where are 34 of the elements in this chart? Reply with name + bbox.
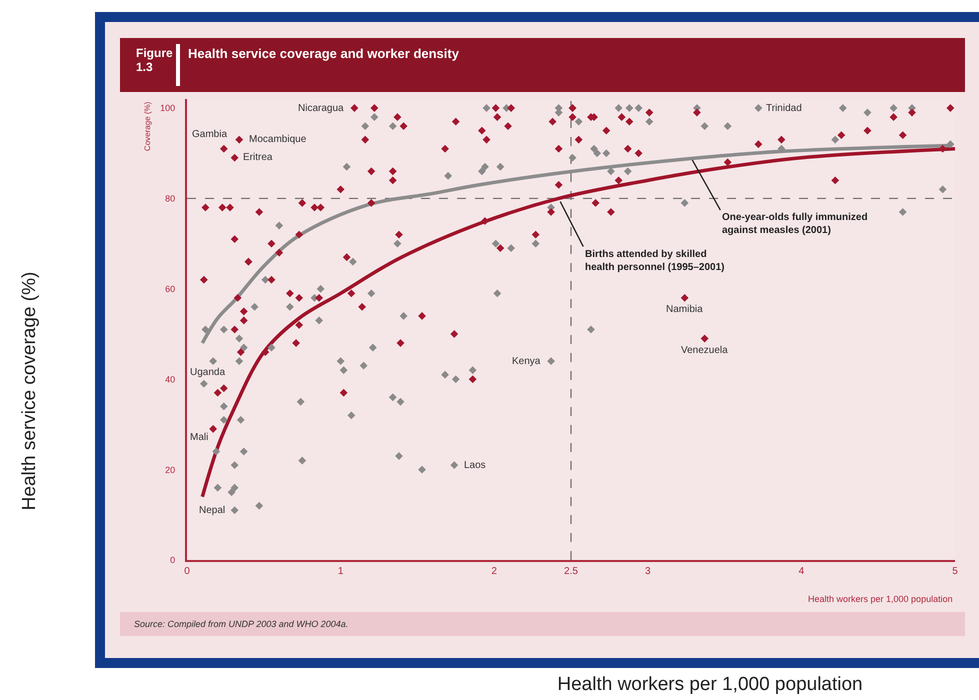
text: Health workers per 1,000 population xyxy=(556,674,864,696)
y-tick-label: 60 xyxy=(165,284,176,294)
annotation: Kenya xyxy=(512,356,541,367)
annotation: Nicaragua xyxy=(298,103,344,114)
x-tick-label: 1 xyxy=(338,566,344,577)
x-axis-title: Health workers per 1,000 population xyxy=(808,594,953,604)
x-tick-label: 2.5 xyxy=(564,566,578,577)
annotation: Namibia xyxy=(666,304,704,315)
annotation: Trinidad xyxy=(766,103,802,114)
x-tick-label: 0 xyxy=(184,566,190,577)
annotation: Nepal xyxy=(199,505,226,516)
text: Health service coverage (%) xyxy=(19,270,41,512)
chart-title: Health service coverage and worker density xyxy=(188,46,459,61)
chart-subtitle: Figure 1.3 xyxy=(136,46,173,74)
y-tick-label: 100 xyxy=(160,103,176,114)
annotation: Mali xyxy=(190,432,208,443)
annotation: Gambia xyxy=(192,129,228,140)
y-tick-label: 40 xyxy=(165,374,176,384)
x-tick-label: 5 xyxy=(952,566,958,577)
annotation: One-year-olds fully immunized against measles (2001) xyxy=(722,212,868,236)
x-tick-label: 2 xyxy=(491,566,498,577)
source-note: Source: Compiled from UNDP 2003 and WHO 2004a. xyxy=(120,612,965,636)
y-tick-label: 80 xyxy=(165,194,176,204)
annotation: Venezuela xyxy=(681,345,728,356)
annotation: Laos xyxy=(464,460,486,471)
y-tick-label: 20 xyxy=(165,464,176,475)
x-tick-label: 4 xyxy=(798,566,805,577)
annotation: Uganda xyxy=(190,367,226,378)
annotation: Eritrea xyxy=(243,152,273,163)
x-tick-label: 3 xyxy=(645,566,652,577)
y-tick-label: 0 xyxy=(170,555,176,566)
annotation: Births attended by skilled health personnel (1995–2001) xyxy=(585,249,725,273)
annotation: Mocambique xyxy=(249,134,307,145)
y-axis-title: Coverage (%) xyxy=(143,101,152,152)
